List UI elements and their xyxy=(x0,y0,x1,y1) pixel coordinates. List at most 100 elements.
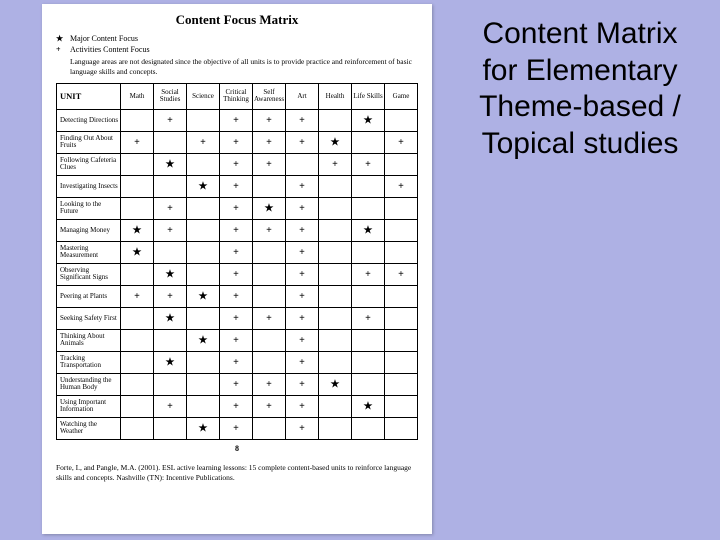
matrix-cell: + xyxy=(286,417,319,439)
matrix-cell: + xyxy=(286,395,319,417)
table-head: UNITMathSocial StudiesScienceCritical Th… xyxy=(57,83,418,109)
unit-cell: Finding Out About Fruits xyxy=(57,131,121,153)
matrix-cell: ★ xyxy=(253,197,286,219)
unit-cell: Investigating Insects xyxy=(57,175,121,197)
matrix-cell xyxy=(187,241,220,263)
matrix-cell: + xyxy=(286,131,319,153)
matrix-cell: + xyxy=(154,197,187,219)
matrix-cell: + xyxy=(154,219,187,241)
document-page: Content Focus Matrix ★ Major Content Foc… xyxy=(42,4,432,534)
matrix-cell: + xyxy=(319,153,352,175)
matrix-cell: ★ xyxy=(154,307,187,329)
matrix-cell xyxy=(385,109,418,131)
matrix-cell xyxy=(385,197,418,219)
table-row: Seeking Safety First★++++ xyxy=(57,307,418,329)
unit-cell: Watching the Weather xyxy=(57,417,121,439)
matrix-cell xyxy=(385,329,418,351)
matrix-cell: ★ xyxy=(319,373,352,395)
matrix-cell xyxy=(154,417,187,439)
matrix-cell xyxy=(121,263,154,285)
matrix-cell xyxy=(385,153,418,175)
matrix-cell xyxy=(352,373,385,395)
matrix-cell xyxy=(187,109,220,131)
matrix-cell xyxy=(121,197,154,219)
slide-caption: Content Matrix for Elementary Theme-base… xyxy=(465,16,695,162)
matrix-cell: + xyxy=(154,109,187,131)
matrix-cell xyxy=(319,219,352,241)
column-header: Math xyxy=(121,83,154,109)
matrix-cell: ★ xyxy=(187,417,220,439)
table-row: Mastering Measurement★++ xyxy=(57,241,418,263)
legend-text-activities: Activities Content Focus xyxy=(70,45,150,56)
legend-symbol-activities: + xyxy=(56,45,70,56)
matrix-cell: + xyxy=(220,197,253,219)
page-title: Content Focus Matrix xyxy=(56,12,418,28)
matrix-cell: + xyxy=(121,285,154,307)
matrix-cell xyxy=(385,241,418,263)
matrix-cell xyxy=(319,417,352,439)
matrix-cell xyxy=(253,351,286,373)
matrix-cell: ★ xyxy=(187,329,220,351)
table-row: Peering at Plants++★++ xyxy=(57,285,418,307)
matrix-cell xyxy=(352,329,385,351)
matrix-cell xyxy=(121,417,154,439)
matrix-cell: + xyxy=(220,109,253,131)
matrix-cell: + xyxy=(352,307,385,329)
matrix-cell: + xyxy=(220,417,253,439)
table-row: Looking to the Future++★+ xyxy=(57,197,418,219)
unit-cell: Seeking Safety First xyxy=(57,307,121,329)
unit-cell: Managing Money xyxy=(57,219,121,241)
matrix-cell: + xyxy=(220,351,253,373)
matrix-cell: + xyxy=(154,395,187,417)
matrix-cell: + xyxy=(220,373,253,395)
matrix-cell: + xyxy=(286,219,319,241)
page-number: 8 xyxy=(56,444,418,453)
matrix-cell: + xyxy=(220,219,253,241)
matrix-cell xyxy=(154,373,187,395)
column-header: Game xyxy=(385,83,418,109)
matrix-cell: + xyxy=(253,219,286,241)
matrix-cell: + xyxy=(220,131,253,153)
matrix-cell xyxy=(319,307,352,329)
matrix-cell xyxy=(352,351,385,373)
matrix-cell: ★ xyxy=(121,241,154,263)
legend-row: + Activities Content Focus xyxy=(56,45,418,56)
column-header: Art xyxy=(286,83,319,109)
matrix-cell xyxy=(319,285,352,307)
matrix-cell xyxy=(121,395,154,417)
table-row: Following Cafeteria Clues★++++ xyxy=(57,153,418,175)
matrix-cell xyxy=(187,373,220,395)
matrix-cell: ★ xyxy=(154,351,187,373)
matrix-cell: ★ xyxy=(187,285,220,307)
matrix-cell xyxy=(121,329,154,351)
table-row: Watching the Weather★++ xyxy=(57,417,418,439)
unit-cell: Mastering Measurement xyxy=(57,241,121,263)
matrix-cell: ★ xyxy=(154,153,187,175)
matrix-cell xyxy=(121,153,154,175)
matrix-cell xyxy=(319,395,352,417)
matrix-cell xyxy=(187,307,220,329)
column-header: Critical Thinking xyxy=(220,83,253,109)
matrix-cell xyxy=(121,351,154,373)
matrix-cell xyxy=(352,285,385,307)
matrix-cell xyxy=(352,417,385,439)
matrix-cell xyxy=(253,417,286,439)
matrix-cell: + xyxy=(352,153,385,175)
legend-text-major: Major Content Focus xyxy=(70,34,138,45)
column-header: Social Studies xyxy=(154,83,187,109)
matrix-cell xyxy=(319,351,352,373)
matrix-cell: ★ xyxy=(352,109,385,131)
matrix-cell xyxy=(385,395,418,417)
matrix-cell: + xyxy=(253,373,286,395)
matrix-cell xyxy=(319,197,352,219)
matrix-cell: + xyxy=(220,285,253,307)
matrix-cell xyxy=(121,175,154,197)
table-row: Using Important Information++++★ xyxy=(57,395,418,417)
matrix-cell: + xyxy=(253,307,286,329)
matrix-cell: ★ xyxy=(187,175,220,197)
matrix-cell: + xyxy=(187,131,220,153)
matrix-cell xyxy=(121,109,154,131)
column-header-unit: UNIT xyxy=(57,83,121,109)
unit-cell: Detecting Directions xyxy=(57,109,121,131)
matrix-cell: + xyxy=(286,109,319,131)
